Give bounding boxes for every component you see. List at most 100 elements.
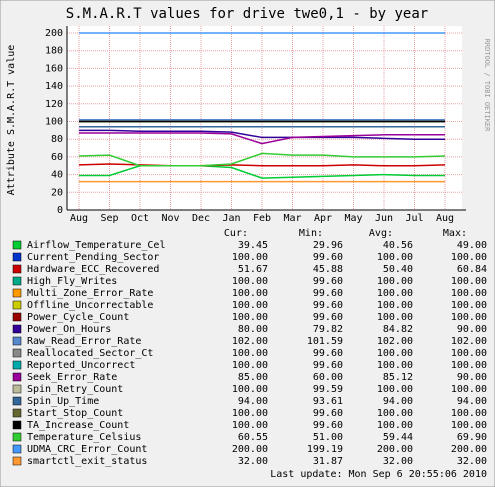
legend-stat: 100.00 xyxy=(451,360,487,371)
legend-stat: 84.82 xyxy=(383,324,413,335)
chart-title: S.M.A.R.T values for drive twe0,1 - by y… xyxy=(66,6,428,22)
legend-stat: 100.00 xyxy=(451,300,487,311)
legend-stat: 100.00 xyxy=(451,312,487,323)
legend-label: Reallocated_Sector_Ct xyxy=(27,348,153,359)
x-tick-label: Aug xyxy=(436,213,454,224)
legend-label: Spin_Retry_Count xyxy=(27,384,123,395)
legend-stat: 100.00 xyxy=(232,288,268,299)
legend-swatch xyxy=(12,444,22,454)
legend-stat: 85.00 xyxy=(238,372,268,383)
legend-stat: 60.55 xyxy=(238,432,268,443)
legend-swatch xyxy=(12,336,22,346)
x-tick-label: May xyxy=(344,213,362,224)
legend-stat: 39.45 xyxy=(238,240,268,251)
legend-swatch xyxy=(12,432,22,442)
legend-stat: 94.00 xyxy=(383,396,413,407)
x-tick-label: Oct xyxy=(131,213,149,224)
x-tick-label: Aug xyxy=(70,213,88,224)
legend-stat: 100.00 xyxy=(451,252,487,263)
legend-swatch xyxy=(12,312,22,322)
legend-header: Min: xyxy=(299,228,323,239)
legend-stat: 90.00 xyxy=(457,324,487,335)
legend-stat: 79.82 xyxy=(313,324,343,335)
legend-header: Avg: xyxy=(369,228,393,239)
legend-stat: 100.00 xyxy=(232,360,268,371)
legend-swatch xyxy=(12,288,22,298)
legend-stat: 102.00 xyxy=(377,336,413,347)
legend-stat: 99.60 xyxy=(313,300,343,311)
legend-stat: 32.00 xyxy=(238,456,268,467)
y-tick-label: 120 xyxy=(45,99,63,110)
legend-stat: 199.19 xyxy=(307,444,343,455)
legend-stat: 100.00 xyxy=(377,420,413,431)
legend-stat: 93.61 xyxy=(313,396,343,407)
legend-label: TA_Increase_Count xyxy=(27,420,129,431)
x-tick-label: Sep xyxy=(100,213,118,224)
legend-swatch xyxy=(12,240,22,250)
legend-stat: 100.00 xyxy=(232,312,268,323)
legend-stat: 31.87 xyxy=(313,456,343,467)
legend-stat: 100.00 xyxy=(232,420,268,431)
legend-label: Airflow_Temperature_Cel xyxy=(27,240,165,251)
y-tick-label: 100 xyxy=(45,117,63,128)
legend-label: Hardware_ECC_Recovered xyxy=(27,264,159,275)
legend-swatch xyxy=(12,396,22,406)
legend-stat: 100.00 xyxy=(377,360,413,371)
y-tick-label: 180 xyxy=(45,46,63,57)
y-tick-label: 0 xyxy=(57,205,63,216)
footer: Last update: Mon Sep 6 20:55:06 2010 xyxy=(270,469,487,480)
legend-swatch xyxy=(12,276,22,286)
legend-stat: 102.00 xyxy=(451,336,487,347)
legend-stat: 32.00 xyxy=(383,456,413,467)
legend-stat: 80.00 xyxy=(238,324,268,335)
y-tick-label: 140 xyxy=(45,81,63,92)
legend-stat: 100.00 xyxy=(377,300,413,311)
legend-stat: 45.88 xyxy=(313,264,343,275)
legend-stat: 94.00 xyxy=(457,396,487,407)
legend-stat: 100.00 xyxy=(377,408,413,419)
legend-stat: 29.96 xyxy=(313,240,343,251)
legend-stat: 100.00 xyxy=(451,348,487,359)
x-tick-label: Jun xyxy=(375,213,393,224)
legend-header: Cur: xyxy=(224,228,248,239)
y-tick-label: 40 xyxy=(51,170,63,181)
legend-stat: 99.60 xyxy=(313,408,343,419)
legend-stat: 99.60 xyxy=(313,348,343,359)
legend-stat: 60.84 xyxy=(457,264,487,275)
legend-header: Max: xyxy=(443,228,467,239)
legend-stat: 200.00 xyxy=(451,444,487,455)
legend-stat: 51.67 xyxy=(238,264,268,275)
legend-label: UDMA_CRC_Error_Count xyxy=(27,444,147,455)
legend-label: High_Fly_Writes xyxy=(27,276,117,287)
y-tick-label: 160 xyxy=(45,63,63,74)
legend-label: Power_On_Hours xyxy=(27,324,111,335)
legend-stat: 51.00 xyxy=(313,432,343,443)
legend-label: smartctl_exit_status xyxy=(27,456,147,467)
legend-swatch xyxy=(12,300,22,310)
legend-stat: 85.12 xyxy=(383,372,413,383)
legend-label: Temperature_Celsius xyxy=(27,432,141,443)
legend-stat: 100.00 xyxy=(232,348,268,359)
legend-swatch xyxy=(12,456,22,466)
legend-stat: 100.00 xyxy=(232,252,268,263)
legend-swatch xyxy=(12,348,22,358)
legend-stat: 100.00 xyxy=(377,348,413,359)
legend-stat: 32.00 xyxy=(457,456,487,467)
legend-stat: 99.60 xyxy=(313,360,343,371)
legend-stat: 100.00 xyxy=(451,288,487,299)
y-tick-label: 200 xyxy=(45,28,63,39)
series-line xyxy=(79,129,445,140)
legend-stat: 94.00 xyxy=(238,396,268,407)
legend-stat: 101.59 xyxy=(307,336,343,347)
legend-stat: 100.00 xyxy=(451,408,487,419)
series-line xyxy=(78,152,446,167)
legend-stat: 40.56 xyxy=(383,240,413,251)
legend-stat: 60.00 xyxy=(313,372,343,383)
x-tick-label: Nov xyxy=(161,213,179,224)
legend-stat: 99.59 xyxy=(313,384,343,395)
legend-stat: 100.00 xyxy=(232,408,268,419)
watermark: RRDTOOL / TOBI OETIKER xyxy=(483,39,491,133)
legend-label: Seek_Error_Rate xyxy=(27,372,117,383)
legend-stat: 99.60 xyxy=(313,288,343,299)
legend-label: Spin_Up_Time xyxy=(27,396,99,407)
